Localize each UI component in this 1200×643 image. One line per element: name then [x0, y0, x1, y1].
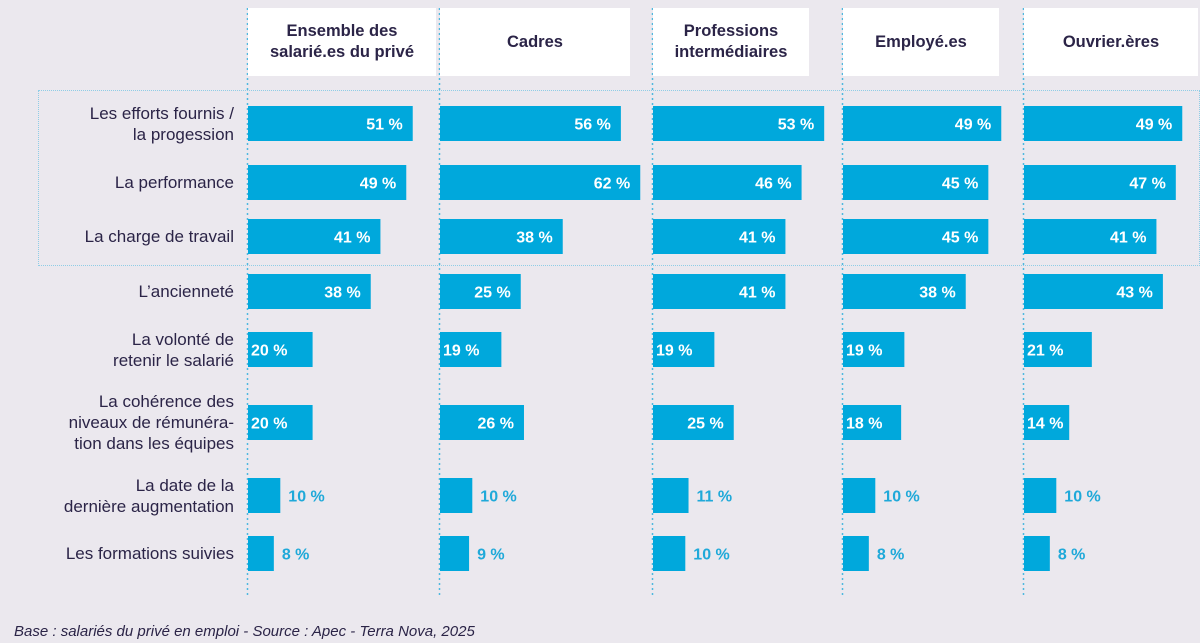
- bar-0-2: [248, 219, 381, 254]
- value-label-1-0: 56 %: [574, 117, 610, 134]
- bar-3-3: [843, 274, 966, 309]
- value-label-0-3: 38 %: [324, 285, 360, 302]
- bar-1-7: [440, 536, 470, 571]
- value-label-2-0: 53 %: [778, 117, 814, 134]
- value-label-1-7: 9 %: [477, 547, 505, 564]
- bar-2-5: [653, 405, 734, 440]
- value-label-4-0: 49 %: [1136, 117, 1172, 134]
- column-header-1: Cadres: [440, 8, 630, 76]
- category-label-7: Les formations suivies: [65, 544, 234, 563]
- bar-3-2: [843, 219, 989, 254]
- value-label-2-5: 25 %: [687, 416, 723, 433]
- value-label-1-5: 26 %: [478, 416, 514, 433]
- column-header-2: Professions intermédiaires: [653, 8, 809, 76]
- column-header-0: Ensemble des salarié.es du privé: [248, 8, 436, 76]
- category-label-1: La performance: [114, 173, 234, 192]
- bar-0-7: [248, 536, 274, 571]
- category-label-2: La charge de travail: [84, 227, 234, 246]
- bar-4-5: [1024, 405, 1070, 440]
- value-label-2-6: 11 %: [697, 489, 733, 506]
- bar-4-3: [1024, 274, 1163, 309]
- bar-0-3: [248, 274, 371, 309]
- bar-4-4: [1024, 332, 1092, 367]
- value-label-0-7: 8 %: [282, 547, 310, 564]
- value-label-2-4: 19 %: [656, 343, 692, 360]
- bar-2-2: [653, 219, 786, 254]
- category-label-6: La date de la dernière augmentation: [63, 475, 234, 516]
- value-label-3-6: 10 %: [883, 489, 919, 506]
- bar-1-1: [440, 165, 641, 200]
- bar-4-1: [1024, 165, 1176, 200]
- bar-2-7: [653, 536, 686, 571]
- value-label-3-0: 49 %: [955, 117, 991, 134]
- column-header-3: Employé.es: [843, 8, 999, 76]
- value-label-3-1: 45 %: [942, 176, 978, 193]
- bar-0-4: [248, 332, 313, 367]
- value-label-4-7: 8 %: [1058, 547, 1086, 564]
- category-label-5: La cohérence des niveaux de rémunéra- ti…: [68, 392, 234, 453]
- bar-3-0: [843, 106, 1002, 141]
- value-label-0-5: 20 %: [251, 416, 287, 433]
- bar-0-1: [248, 165, 407, 200]
- bar-0-6: [248, 478, 281, 513]
- category-label-0: Les efforts fournis / la progession: [89, 103, 234, 144]
- bar-3-1: [843, 165, 989, 200]
- value-label-4-3: 43 %: [1116, 285, 1152, 302]
- value-label-0-2: 41 %: [334, 230, 370, 247]
- bar-2-6: [653, 478, 689, 513]
- bar-1-5: [440, 405, 524, 440]
- bar-2-0: [653, 106, 825, 141]
- value-label-1-3: 25 %: [474, 285, 510, 302]
- value-label-2-3: 41 %: [739, 285, 775, 302]
- bar-3-4: [843, 332, 905, 367]
- value-label-4-4: 21 %: [1027, 343, 1063, 360]
- bar-3-7: [843, 536, 869, 571]
- value-label-3-2: 45 %: [942, 230, 978, 247]
- value-label-1-4: 19 %: [443, 343, 479, 360]
- value-label-3-4: 19 %: [846, 343, 882, 360]
- value-label-2-2: 41 %: [739, 230, 775, 247]
- value-label-3-7: 8 %: [877, 547, 905, 564]
- bar-1-4: [440, 332, 502, 367]
- bar-4-7: [1024, 536, 1050, 571]
- bar-1-0: [440, 106, 621, 141]
- value-label-2-1: 46 %: [755, 176, 791, 193]
- bar-4-0: [1024, 106, 1183, 141]
- bar-4-2: [1024, 219, 1157, 254]
- value-label-1-1: 62 %: [594, 176, 630, 193]
- value-label-4-2: 41 %: [1110, 230, 1146, 247]
- bar-3-6: [843, 478, 876, 513]
- value-label-3-3: 38 %: [919, 285, 955, 302]
- value-label-4-5: 14 %: [1027, 416, 1063, 433]
- source-note: Base : salariés du privé en emploi - Sou…: [14, 623, 475, 640]
- value-label-0-0: 51 %: [366, 117, 402, 134]
- value-label-1-2: 38 %: [516, 230, 552, 247]
- bar-2-3: [653, 274, 786, 309]
- value-label-1-6: 10 %: [480, 489, 516, 506]
- value-label-0-6: 10 %: [288, 489, 324, 506]
- bar-2-4: [653, 332, 715, 367]
- value-label-4-1: 47 %: [1129, 176, 1165, 193]
- value-label-0-1: 49 %: [360, 176, 396, 193]
- category-label-4: La volonté de retenir le salarié: [113, 329, 234, 370]
- value-label-3-5: 18 %: [846, 416, 882, 433]
- value-label-0-4: 20 %: [251, 343, 287, 360]
- bar-0-5: [248, 405, 313, 440]
- value-label-4-6: 10 %: [1064, 489, 1100, 506]
- column-header-4: Ouvrier.ères: [1024, 8, 1198, 76]
- bar-1-6: [440, 478, 473, 513]
- value-label-2-7: 10 %: [693, 547, 729, 564]
- category-label-3: L’ancienneté: [138, 282, 234, 301]
- bar-0-0: [248, 106, 413, 141]
- bar-4-6: [1024, 478, 1057, 513]
- bar-2-1: [653, 165, 802, 200]
- bar-1-3: [440, 274, 521, 309]
- bar-3-5: [843, 405, 902, 440]
- bar-1-2: [440, 219, 563, 254]
